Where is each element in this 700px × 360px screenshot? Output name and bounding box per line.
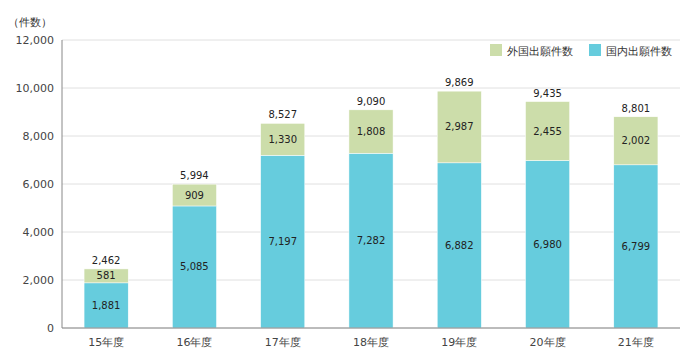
background xyxy=(0,0,700,360)
y-ticks: 0 2,000 4,000 6,000 8,000 10,000 12,000 xyxy=(16,34,55,335)
bar-segment xyxy=(349,153,393,328)
total-label: 2,462 xyxy=(92,255,121,266)
bar-segment xyxy=(526,102,570,161)
data-label: 1,808 xyxy=(357,126,386,137)
data-label: 1,881 xyxy=(92,300,121,311)
data-label: 2,002 xyxy=(622,135,651,146)
x-tick-label: 18年度 xyxy=(353,336,389,349)
x-tick-label: 15年度 xyxy=(88,336,124,349)
chart: 0 2,000 4,000 6,000 8,000 10,000 12,000 1,881 58… xyxy=(0,0,700,360)
y-axis xyxy=(62,40,63,328)
legend-swatch xyxy=(490,44,502,56)
y-tick-label: 0 xyxy=(47,322,54,335)
y-tick-label: 6,000 xyxy=(23,178,55,191)
legend-label: 国内出願件数 xyxy=(606,45,672,58)
data-label: 5,085 xyxy=(180,261,209,272)
total-label: 5,994 xyxy=(180,170,209,181)
y-tick-label: 12,000 xyxy=(16,34,55,47)
data-label: 2,987 xyxy=(445,121,474,132)
x-ticks: 15年度 16年度 17年度 18年度 19年度 20年度 21年度 xyxy=(88,336,654,349)
x-tick-label: 17年度 xyxy=(265,336,301,349)
total-label: 8,527 xyxy=(268,109,297,120)
bar-segment xyxy=(84,269,128,283)
data-label: 909 xyxy=(185,190,204,201)
bar-segment xyxy=(172,206,216,328)
grid xyxy=(62,40,680,328)
bar-segment xyxy=(437,91,481,163)
bar-segment xyxy=(437,163,481,328)
x-axis xyxy=(62,328,680,329)
bar-segment xyxy=(614,117,658,165)
total-label: 9,869 xyxy=(445,77,474,88)
data-labels: 1,881 581 2,462 5,085 909 5,994 7,197 1,330 8,52… xyxy=(92,77,650,311)
legend-label: 外国出願件数 xyxy=(507,45,573,58)
y-tick-label: 8,000 xyxy=(23,130,55,143)
legend-swatch xyxy=(589,44,601,56)
bar-segment xyxy=(261,155,305,328)
data-label: 6,882 xyxy=(445,240,474,251)
grid-line xyxy=(62,40,680,41)
y-tick-label: 2,000 xyxy=(23,274,55,287)
total-label: 9,435 xyxy=(533,88,562,99)
data-label: 6,980 xyxy=(533,239,562,250)
y-tick-label: 4,000 xyxy=(23,226,55,239)
bar-segment xyxy=(84,283,128,328)
bar-segment xyxy=(614,165,658,328)
grid-line xyxy=(62,88,680,89)
bar-segment xyxy=(349,110,393,153)
data-label: 581 xyxy=(97,270,116,281)
x-tick-label: 20年度 xyxy=(530,336,566,349)
y-tick-label: 10,000 xyxy=(16,82,55,95)
total-label: 8,801 xyxy=(622,103,651,114)
bars xyxy=(84,91,658,328)
y-axis-label: （件数） xyxy=(8,16,52,29)
data-label: 1,330 xyxy=(268,134,297,145)
legend-item: 国内出願件数 xyxy=(589,44,672,58)
x-tick-label: 21年度 xyxy=(618,336,654,349)
bar-segment xyxy=(172,184,216,206)
data-label: 7,282 xyxy=(357,235,386,246)
x-tick-label: 19年度 xyxy=(441,336,477,349)
grid-line xyxy=(62,328,680,329)
bar-segment xyxy=(261,123,305,155)
bar-segment xyxy=(526,160,570,328)
legend-item: 外国出願件数 xyxy=(490,44,573,58)
data-label: 7,197 xyxy=(268,236,297,247)
total-label: 9,090 xyxy=(357,96,386,107)
legend: 外国出願件数 国内出願件数 xyxy=(490,44,672,58)
data-label: 6,799 xyxy=(622,241,651,252)
data-label: 2,455 xyxy=(533,126,562,137)
x-tick-label: 16年度 xyxy=(176,336,212,349)
